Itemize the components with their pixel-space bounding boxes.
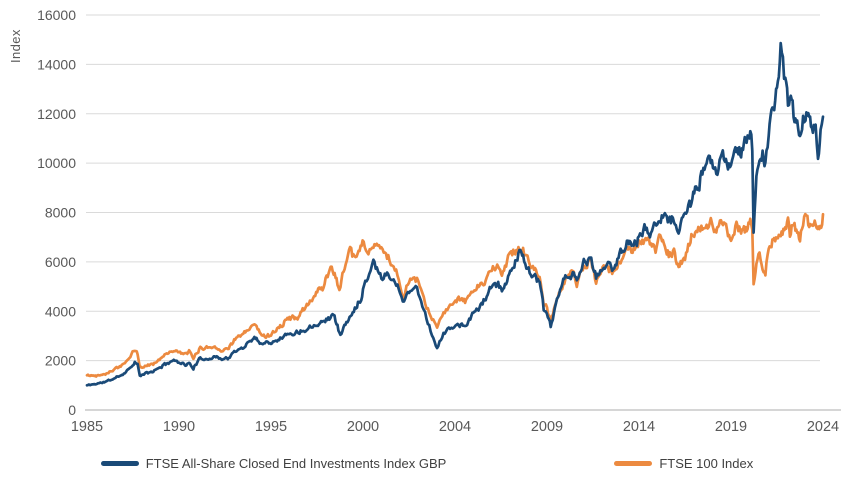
series-line-closed-end-index	[85, 41, 825, 387]
legend-label-ftse-100: FTSE 100 Index	[659, 456, 754, 471]
x-tick-label: 2000	[347, 419, 379, 435]
x-tick-label: 2009	[531, 419, 563, 435]
y-tick-label: 12000	[37, 106, 76, 122]
y-tick-label: 14000	[37, 56, 76, 72]
x-tick-label: 1995	[255, 419, 287, 435]
legend-swatch-closed-end-index	[100, 461, 139, 466]
y-tick-label: 4000	[45, 303, 76, 319]
y-tick-label: 8000	[45, 205, 76, 221]
y-tick-label: 2000	[45, 353, 76, 369]
x-tick-label: 1990	[163, 419, 195, 435]
legend: FTSE All-Share Closed End Investments In…	[0, 456, 854, 471]
legend-label-closed-end-index: FTSE All-Share Closed End Investments In…	[145, 456, 447, 471]
legend-item-ftse-100: FTSE 100 Index	[614, 456, 753, 471]
x-tick-label: 2019	[715, 419, 747, 435]
legend-item-closed-end-index: FTSE All-Share Closed End Investments In…	[100, 456, 447, 471]
plot-area: 0 2000 4000 6000 8000 10000 12000 14000 16000 198…	[37, 7, 841, 435]
x-tick-label: 2004	[439, 419, 471, 435]
series-line-ftse-100	[85, 212, 825, 378]
y-tick-label: 10000	[37, 155, 76, 171]
y-tick-label: 16000	[37, 7, 76, 23]
y-tick-label: 0	[68, 402, 76, 418]
x-tick-label: 1985	[71, 419, 103, 435]
x-tick-label: 2024	[807, 419, 839, 435]
legend-swatch-ftse-100	[614, 461, 653, 466]
y-tick-label: 6000	[45, 254, 76, 270]
x-tick-label: 2014	[623, 419, 655, 435]
